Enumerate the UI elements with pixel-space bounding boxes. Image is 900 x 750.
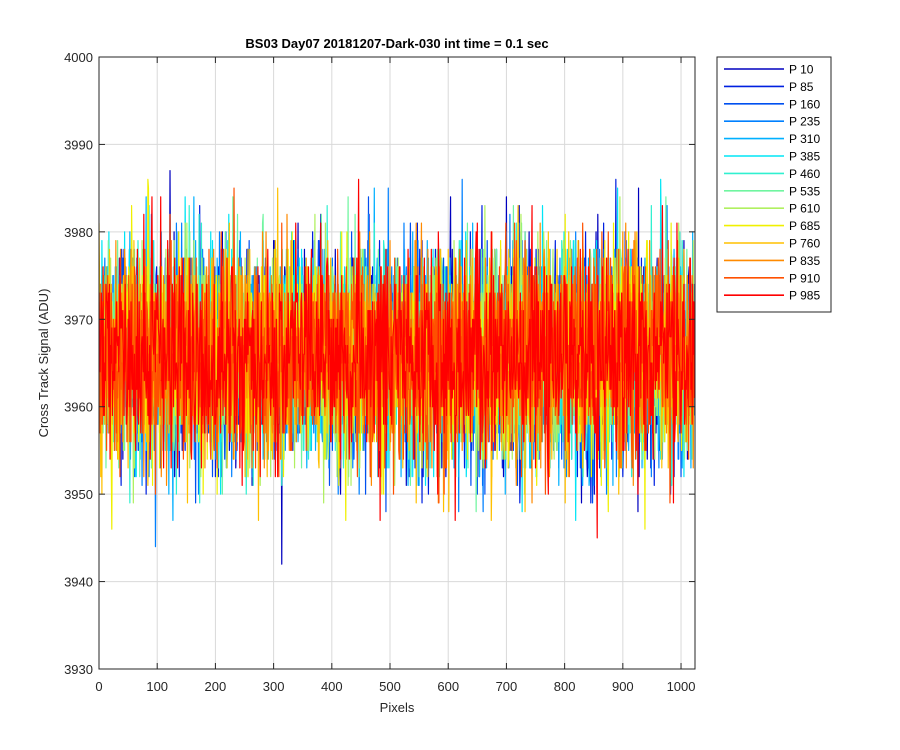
- x-tick-label: 600: [437, 679, 459, 694]
- legend-label: P 460: [789, 167, 820, 181]
- y-tick-label: 3930: [64, 662, 93, 677]
- legend-label: P 535: [789, 184, 820, 198]
- x-axis-label: Pixels: [380, 700, 415, 715]
- x-tick-label: 300: [263, 679, 285, 694]
- x-tick-label: 1000: [667, 679, 696, 694]
- y-tick-label: 3940: [64, 575, 93, 590]
- legend-label: P 910: [789, 271, 820, 285]
- x-tick-label: 100: [146, 679, 168, 694]
- series-lines: [99, 170, 695, 565]
- x-tick-label: 700: [496, 679, 518, 694]
- chart-title: BS03 Day07 20181207-Dark-030 int time = …: [245, 36, 548, 51]
- legend-label: P 385: [789, 150, 820, 164]
- y-tick-label: 4000: [64, 50, 93, 65]
- x-tick-label: 200: [205, 679, 227, 694]
- legend-label: P 85: [789, 80, 814, 94]
- x-tick-label: 900: [612, 679, 634, 694]
- legend-label: P 235: [789, 115, 820, 129]
- y-tick-label: 3960: [64, 400, 93, 415]
- series-line-p910: [99, 187, 695, 504]
- legend-label: P 610: [789, 202, 820, 216]
- axis-ticks: 0 100 200 300 400 500 600 700 800 900 1000 3930 3940…: [64, 50, 695, 694]
- x-tick-label: 0: [95, 679, 102, 694]
- series-line-p985: [99, 178, 695, 539]
- y-tick-label: 3970: [64, 312, 93, 327]
- x-tick-label: 500: [379, 679, 401, 694]
- y-axis-label: Cross Track Signal (ADU): [36, 289, 51, 438]
- y-tick-label: 3990: [64, 137, 93, 152]
- legend: P 10 P 85 P 160 P 235 P 310 P 385 P 460 P 535 P …: [716, 56, 832, 313]
- legend-label: P 10: [789, 63, 814, 77]
- plot-frame: [98, 56, 696, 670]
- legend-box: [716, 56, 832, 313]
- legend-label: P 760: [789, 237, 820, 251]
- legend-label: P 835: [789, 254, 820, 268]
- y-tick-label: 3950: [64, 487, 93, 502]
- legend-label: P 160: [789, 97, 820, 111]
- x-tick-label: 800: [554, 679, 576, 694]
- y-tick-label: 3980: [64, 225, 93, 240]
- x-tick-label: 400: [321, 679, 343, 694]
- legend-label: P 985: [789, 289, 820, 303]
- legend-label: P 685: [789, 219, 820, 233]
- legend-label: P 310: [789, 132, 820, 146]
